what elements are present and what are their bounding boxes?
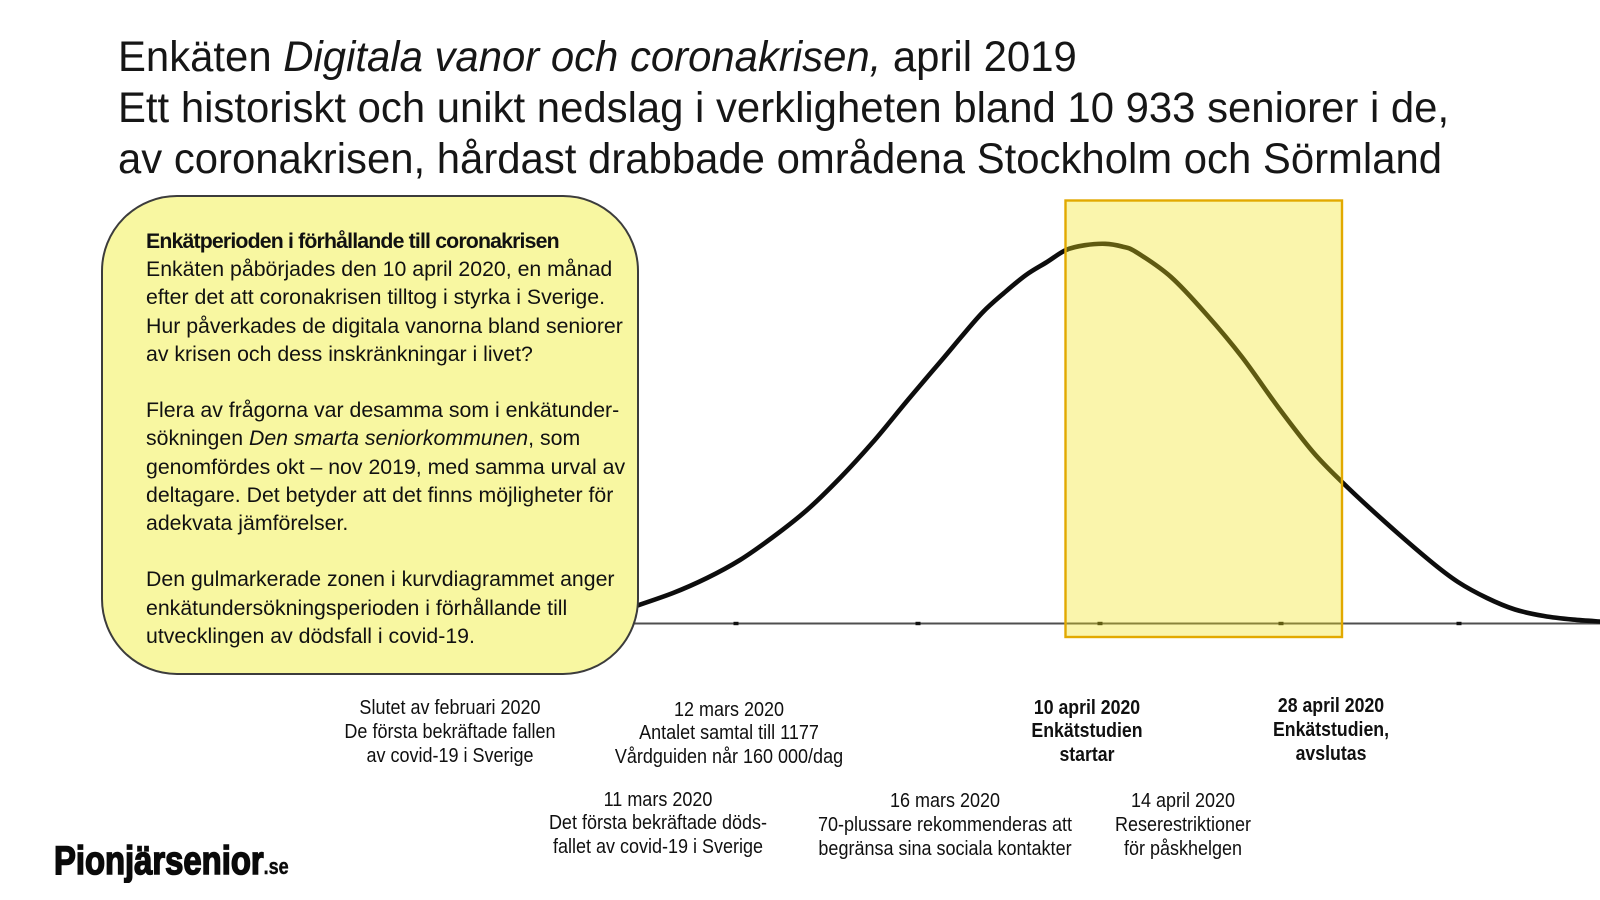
axis-tick (1456, 621, 1462, 626)
axis-tick (1097, 621, 1103, 626)
infobox-line: Enkäten påbörjades den 10 april 2020, en… (146, 255, 760, 283)
brand-logo-text: Pionjärsenior (53, 838, 264, 883)
timeline-event-line: för påskhelgen (1123, 837, 1242, 860)
text-segment: , som (528, 426, 581, 451)
text-segment: av krisen och dess inskränkningar i live… (146, 341, 533, 366)
timeline-event-6: 16 mars 2020 70-plussare rekommenderas at… (818, 790, 1072, 861)
timeline-event-5: 11 mars 2020 Det första bekräftade döds-f… (549, 789, 767, 860)
brand-logo-suffix: .se (263, 853, 289, 879)
survey-period-highlight (1064, 199, 1344, 639)
timeline-event-line: 16 mars 2020 (889, 790, 1001, 812)
timeline-event-line: begränsa sina sociala kontakter (818, 837, 1072, 860)
axis-tick (915, 621, 921, 626)
timeline-event-line: 70-plussare rekommenderas att (817, 813, 1073, 836)
text-segment: Ett historiskt och unikt nedslag i verkl… (118, 85, 1450, 132)
timeline-event-line: 12 mars 2020 (673, 698, 784, 721)
axis-ticks (733, 621, 1462, 626)
infobox-line: adekvata jämförelser. (146, 509, 760, 537)
text-segment: Flera av frågorna var desamma som i enkä… (146, 398, 620, 423)
infobox-line: av krisen och dess inskränkningar i live… (146, 340, 760, 368)
text-segment: Den gulmarkerade zonen i kurvdiagrammet … (146, 567, 615, 592)
text-segment: Enkätperioden i förhållande till coronak… (146, 229, 560, 253)
text-segment: deltagare. Det betyder att det finns möj… (146, 482, 614, 507)
text-segment: av coronakrisen, hårdast drabbade område… (118, 136, 1443, 183)
infobox-line: Enkätperioden i förhållande till coronak… (146, 227, 760, 255)
text-segment: adekvata jämförelser. (146, 511, 349, 536)
axis-tick (733, 621, 739, 626)
info-callout-box: Enkätperioden i förhållande till coronak… (101, 195, 639, 675)
timeline-event-line: avslutas (1295, 742, 1367, 765)
timeline-event-line: 28 april 2020 (1277, 695, 1385, 717)
timeline-event-line: Slutet av februari 2020 (359, 697, 541, 719)
timeline-event-line: av covid-19 i Sverige (366, 744, 534, 767)
text-segment: genomfördes okt – nov 2019, med samma ur… (146, 454, 626, 479)
infobox-line: Den gulmarkerade zonen i kurvdiagrammet … (146, 565, 760, 593)
text-segment: Enkäten (118, 34, 284, 81)
text-segment: Hur påverkades de digitala vanorna bland… (146, 313, 623, 338)
text-segment: Digitala vanor och coronakrisen, (283, 34, 882, 81)
title-line: av coronakrisen, hårdast drabbade område… (118, 134, 1449, 185)
text-segment: Enkäten påbörjades den 10 april 2020, en… (146, 257, 613, 282)
timeline-event-7: 14 april 2020 Reserestriktioner för påskhe… (1114, 790, 1250, 861)
timeline-event-line: Enkätstudien (1031, 720, 1143, 743)
text-segment: sökningen (146, 426, 249, 451)
timeline-event-line: Det första bekräftade döds- (548, 812, 768, 835)
timeline-event-line: Reserestriktioner (1114, 813, 1251, 836)
timeline-event-line: 11 mars 2020 (603, 788, 713, 811)
text-segment: april 2019 (881, 34, 1077, 81)
infobox-line: utvecklingen av dödsfall i covid-19. (146, 622, 760, 650)
timeline-event-line: Enkätstudien, (1272, 718, 1390, 741)
title-line: Enkäten Digitala vanor och coronakrisen,… (118, 32, 1449, 83)
timeline-event-line: 14 april 2020 (1130, 790, 1235, 812)
title-line: Ett historiskt och unikt nedslag i verkl… (118, 83, 1449, 134)
timeline-event-2: 12 mars 2020 Antalet samtal till 1177 Vård… (614, 699, 842, 770)
timeline-event-1: Slutet av februari 2020 De första bekräft… (344, 697, 555, 768)
timeline-event-line: startar (1059, 744, 1115, 767)
timeline-event-line: fallet av covid-19 i Sverige (552, 836, 764, 859)
infobox-line: enkätundersökningsperioden i förhållande… (146, 594, 760, 622)
infobox-line: efter det att coronakrisen tilltog i sty… (146, 283, 760, 311)
slide-title: Enkäten Digitala vanor och coronakrisen,… (118, 32, 1449, 185)
timeline-event-line: 10 april 2020 (1033, 696, 1140, 719)
text-segment: Den smarta seniorkommunen (248, 426, 529, 451)
timeline-event-line: Vårdguiden når 160 000/dag (614, 746, 843, 769)
axis-tick (1278, 621, 1284, 626)
info-callout-text: Enkätperioden i förhållande till coronak… (146, 227, 760, 650)
infobox-line (146, 368, 760, 396)
infobox-line: genomfördes okt – nov 2019, med samma ur… (146, 453, 760, 481)
infobox-line: Flera av frågorna var desamma som i enkä… (146, 396, 760, 424)
deaths-curve (627, 241, 1600, 624)
infobox-line: deltagare. Det betyder att det finns möj… (146, 481, 760, 509)
text-segment: enkätundersökningsperioden i förhållande… (146, 595, 568, 620)
timeline-event-line: De första bekräftade fallen (344, 720, 556, 743)
infobox-line: sökningen Den smarta seniorkommunen, som (146, 424, 760, 452)
timeline-event-3: 10 april 2020 Enkätstudien startar (1031, 697, 1142, 768)
brand-logo: Pionjärsenior.se (53, 838, 289, 890)
infobox-line: Hur påverkades de digitala vanorna bland… (146, 312, 760, 340)
timeline-event-line: Antalet samtal till 1177 (638, 722, 819, 745)
infobox-line (146, 537, 760, 565)
text-segment: efter det att coronakrisen tilltog i sty… (146, 285, 606, 310)
text-segment: utvecklingen av dödsfall i covid-19. (146, 623, 475, 648)
timeline-event-4: 28 april 2020 Enkätstudien, avslutas (1273, 695, 1389, 766)
